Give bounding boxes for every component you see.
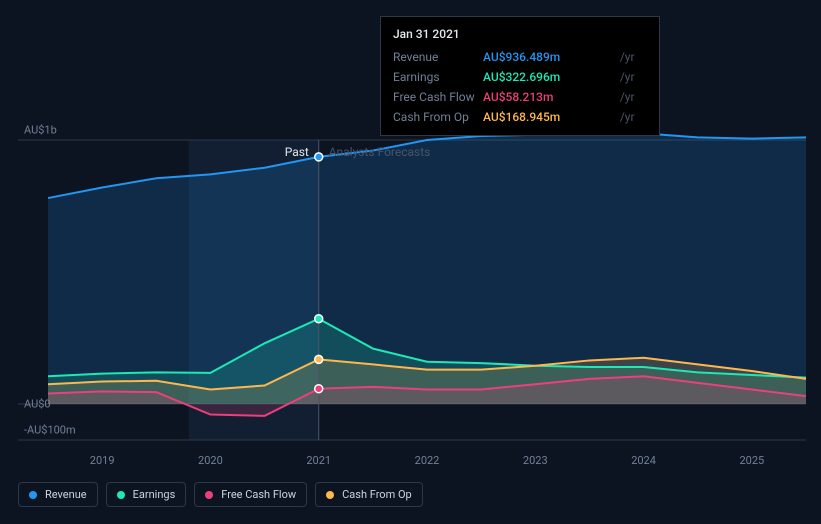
- tooltip-row-value: AU$322.696m: [483, 67, 618, 87]
- legend-label: Free Cash Flow: [221, 488, 296, 501]
- legend-item-earnings[interactable]: Earnings: [106, 482, 187, 507]
- tooltip-row-label: Earnings: [393, 67, 483, 87]
- past-label: Past: [285, 145, 309, 159]
- x-axis-label: 2025: [739, 454, 764, 467]
- marker-cash_from_op: [315, 355, 323, 363]
- marker-earnings: [315, 315, 323, 323]
- tooltip-table: RevenueAU$936.489m/yrEarningsAU$322.696m…: [393, 47, 647, 127]
- tooltip-row-unit: /yr: [618, 107, 647, 127]
- tooltip-row-unit: /yr: [618, 87, 647, 107]
- forecast-label: Analysts Forecasts: [329, 145, 431, 159]
- tooltip-row-value: AU$936.489m: [483, 47, 618, 67]
- legend-label: Cash From Op: [342, 488, 412, 501]
- chart-legend: Revenue Earnings Free Cash Flow Cash From O…: [18, 482, 423, 507]
- tooltip-row-label: Revenue: [393, 47, 483, 67]
- tooltip-row-unit: /yr: [618, 47, 647, 67]
- y-axis-label: AU$0: [24, 398, 51, 411]
- financials-chart: AU$1b AU$0 -AU$100m 2019 2020 2021 2022 2023 20…: [0, 0, 821, 524]
- x-axis-label: 2020: [198, 454, 223, 467]
- legend-dot-icon: [326, 491, 334, 499]
- tooltip-row-unit: /yr: [618, 67, 647, 87]
- tooltip-row: Cash From OpAU$168.945m/yr: [393, 107, 647, 127]
- legend-dot-icon: [117, 491, 125, 499]
- legend-item-revenue[interactable]: Revenue: [18, 482, 98, 507]
- marker-free_cash_flow: [315, 385, 323, 393]
- x-axis-label: 2022: [415, 454, 440, 467]
- x-axis-label: 2019: [90, 454, 115, 467]
- tooltip-row-value: AU$58.213m: [483, 87, 618, 107]
- marker-revenue: [315, 153, 323, 161]
- x-axis-label: 2024: [631, 454, 656, 467]
- tooltip-row: RevenueAU$936.489m/yr: [393, 47, 647, 67]
- x-axis-label: 2021: [306, 454, 331, 467]
- chart-tooltip: Jan 31 2021 RevenueAU$936.489m/yrEarning…: [380, 16, 660, 136]
- legend-dot-icon: [205, 491, 213, 499]
- y-axis-label: AU$1b: [24, 124, 57, 137]
- tooltip-date: Jan 31 2021: [393, 25, 647, 43]
- legend-label: Earnings: [133, 488, 176, 501]
- tooltip-row-label: Free Cash Flow: [393, 87, 483, 107]
- tooltip-row-value: AU$168.945m: [483, 107, 618, 127]
- legend-dot-icon: [29, 491, 37, 499]
- legend-label: Revenue: [45, 488, 87, 501]
- tooltip-row: EarningsAU$322.696m/yr: [393, 67, 647, 87]
- x-axis-label: 2023: [523, 454, 548, 467]
- y-axis-label: -AU$100m: [24, 424, 76, 437]
- legend-item-cash-from-op[interactable]: Cash From Op: [315, 482, 423, 507]
- legend-item-free-cash-flow[interactable]: Free Cash Flow: [194, 482, 307, 507]
- tooltip-row-label: Cash From Op: [393, 107, 483, 127]
- tooltip-row: Free Cash FlowAU$58.213m/yr: [393, 87, 647, 107]
